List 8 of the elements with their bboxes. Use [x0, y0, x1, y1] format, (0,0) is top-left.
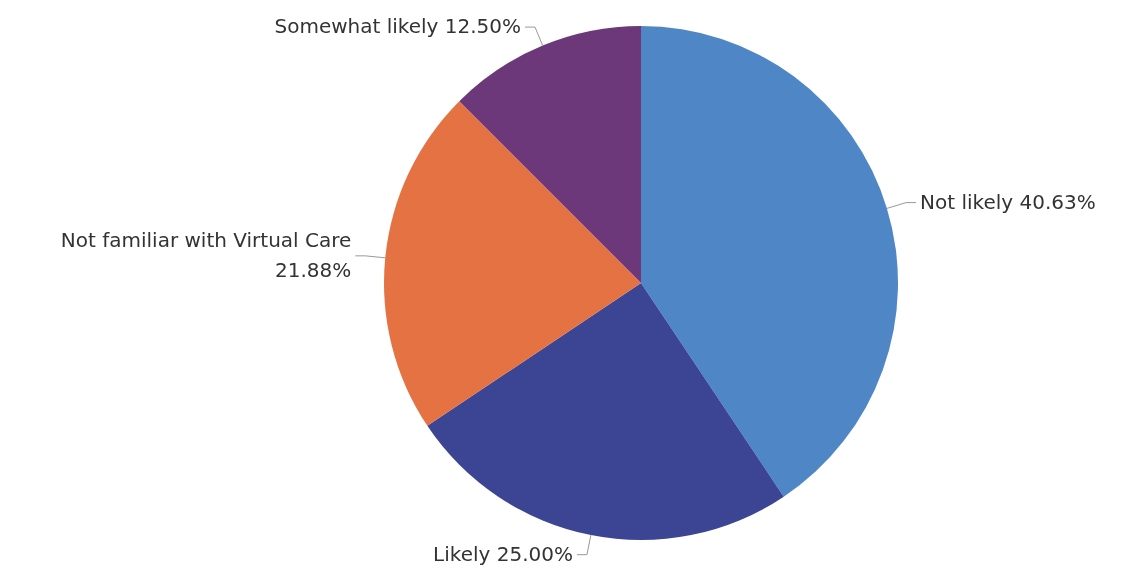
pie-slice [384, 101, 641, 426]
data-label: 21.88% [275, 257, 352, 282]
slice-label: Not likely 40.63% [920, 189, 1096, 214]
slice-label: Likely 25.00% [433, 541, 573, 566]
slice-label: Not familiar with Virtual Care [60, 227, 352, 252]
slice-label: Somewhat likely 12.50% [274, 13, 522, 38]
pie-slice [641, 26, 898, 497]
pie-slice [427, 283, 784, 540]
